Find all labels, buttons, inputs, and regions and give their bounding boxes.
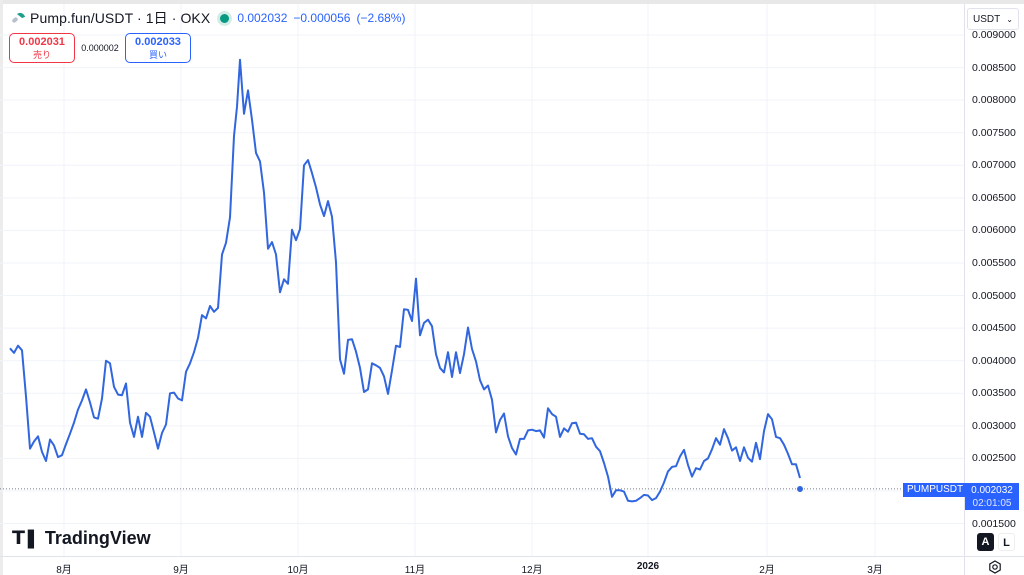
log-scale-button[interactable]: L (998, 533, 1015, 551)
price-axis-label: 0.003500 (972, 387, 1016, 400)
buy-button[interactable]: 0.002033 買い (125, 33, 191, 63)
time-axis-label: 2026 (636, 561, 660, 572)
last-price-tag: 0.002032 02:01:05 (965, 483, 1019, 510)
last-price: 0.002032 (237, 11, 288, 25)
tradingview-logo[interactable]: T❚ TradingView (12, 527, 151, 549)
price-axis-label: 0.002500 (972, 452, 1016, 465)
time-axis-label: 2月 (759, 565, 775, 575)
price-axis-label: 0.006500 (972, 191, 1016, 204)
price-line-series (9, 58, 801, 503)
time-axis-label: 3月 (867, 565, 883, 575)
buy-price: 0.002033 (135, 36, 181, 48)
quote-buttons: 0.002031 売り 0.000002 0.002033 買い (9, 33, 191, 63)
last-price-dot (797, 486, 803, 493)
price-axis-label: 0.001500 (972, 517, 1016, 530)
time-axis-label: 10月 (287, 565, 309, 575)
price-axis-label: 0.008500 (972, 61, 1016, 74)
time-axis-label: 11月 (404, 565, 426, 575)
bar-countdown: 02:01:05 (972, 498, 1012, 509)
sell-label: 売り (32, 50, 51, 60)
auto-scale-button[interactable]: A (977, 533, 994, 551)
price-axis-label: 0.007000 (972, 159, 1016, 172)
left-border (0, 0, 3, 575)
currency-dropdown[interactable]: USDT ⌄ (967, 8, 1019, 30)
price-axis-label: 0.004000 (972, 354, 1016, 367)
price-axis-label: 0.006000 (972, 224, 1016, 237)
market-open-status-icon (220, 13, 230, 23)
chevron-down-icon: ⌄ (1006, 14, 1013, 24)
price-axis-label: 0.008000 (972, 94, 1016, 107)
price-axis-label: 0.005000 (972, 289, 1016, 302)
price-axis-label: 0.003000 (972, 419, 1016, 432)
time-axis-label: 8月 (56, 565, 72, 575)
currency-value: USDT (973, 13, 1001, 25)
price-axis-label: 0.009000 (972, 29, 1016, 41)
last-price-tag-value: 0.002032 (971, 485, 1013, 496)
price-chart-plot[interactable] (0, 0, 964, 556)
time-axis-label: 9月 (173, 565, 189, 575)
price-axis-label: 0.005500 (972, 256, 1016, 269)
time-axis-label: 12月 (521, 565, 543, 575)
tradingview-mark-icon: T❚ (12, 527, 39, 549)
symbol-title[interactable]: Pump.fun/USDT · 1日 · OKX (30, 10, 211, 26)
tradingview-wordmark: TradingView (44, 527, 151, 548)
spread-value: 0.000002 (81, 43, 119, 53)
symbol-price-tag: PUMPUSDT (903, 483, 968, 497)
settings-gear-icon[interactable] (988, 560, 1002, 574)
price-change: −0.000056 (293, 11, 351, 25)
sell-price: 0.002031 (19, 36, 65, 48)
grid-lines (0, 4, 964, 556)
price-axis-label: 0.007500 (972, 126, 1016, 139)
top-border (0, 0, 1024, 4)
price-change-percent: (−2.68%) (356, 11, 406, 25)
pump-fun-logo-icon (12, 12, 25, 23)
price-axis-label: 0.004500 (972, 322, 1016, 335)
buy-label: 買い (148, 50, 167, 60)
chart-header: Pump.fun/USDT · 1日 · OKX 0.002032 −0.000… (10, 8, 411, 28)
price-axis-separator (964, 4, 965, 575)
sell-button[interactable]: 0.002031 売り (9, 33, 75, 63)
time-axis-separator (0, 556, 1024, 557)
